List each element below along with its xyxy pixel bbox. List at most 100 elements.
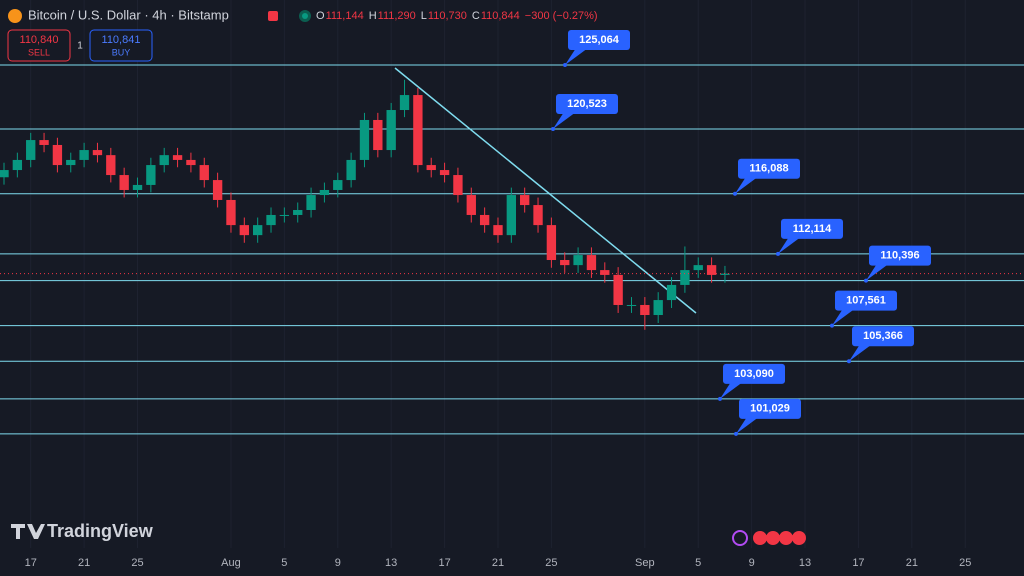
- ohlc-key: H: [369, 10, 377, 22]
- candles: [0, 79, 1024, 330]
- candle-body: [359, 119, 370, 160]
- candle-body: [106, 155, 116, 176]
- event-icon[interactable]: [753, 531, 767, 545]
- candle-body: [466, 195, 476, 215]
- level-label-box: [738, 158, 800, 179]
- candle-body: [506, 195, 517, 236]
- trend-line: [394, 67, 697, 314]
- level-callout: [553, 111, 576, 129]
- candle-body: [293, 210, 303, 215]
- spread: 1: [77, 41, 83, 52]
- candle-body: [453, 175, 463, 196]
- candle-body: [266, 214, 276, 226]
- event-icons[interactable]: [732, 530, 806, 546]
- level-label: 107,561: [846, 294, 886, 306]
- level-anchor: [734, 431, 738, 436]
- candle-body: [573, 255, 583, 266]
- level-callout: [866, 263, 889, 281]
- candle-body: [720, 273, 730, 275]
- candle-body: [146, 165, 156, 185]
- candle-body: [92, 150, 103, 156]
- candle-body: [159, 155, 169, 166]
- level-label-box: [723, 363, 785, 384]
- level-anchor: [776, 251, 780, 256]
- level-anchor: [718, 396, 722, 401]
- candle-body: [693, 265, 703, 271]
- candle-body: [493, 225, 503, 236]
- candle-body: [226, 199, 236, 226]
- level-label: 110,396: [880, 250, 919, 262]
- level-anchor: [563, 63, 567, 68]
- x-tick-label: 25: [959, 557, 971, 569]
- candle-body: [172, 155, 183, 160]
- x-tick-label: 25: [545, 557, 557, 569]
- buy-label: BUY: [112, 47, 131, 57]
- level-anchor: [830, 323, 834, 328]
- candle-body: [373, 119, 383, 151]
- candle-body: [626, 304, 637, 306]
- candle-body: [653, 300, 663, 316]
- candle-body: [212, 180, 223, 200]
- ohlc: O 111,144 H 111,290 L 110,730 C 110,844 −300 (−0…: [316, 10, 598, 22]
- ohlc-key: C: [472, 10, 480, 22]
- ohlc-value: 110,730: [428, 10, 467, 22]
- candle-body: [520, 195, 530, 206]
- candle-body: [533, 205, 543, 226]
- level-label: 103,090: [734, 368, 774, 380]
- candle-body: [79, 150, 89, 160]
- buy-button[interactable]: [89, 29, 153, 62]
- symbol: Bitcoin / U.S. Dollar · 4h · Bitstamp: [28, 7, 229, 22]
- levels: [0, 64, 1024, 435]
- ohlc-value: 111,144: [326, 10, 364, 22]
- flag-icon: [268, 11, 278, 21]
- x-tick-label: 17: [852, 557, 864, 569]
- event-icon[interactable]: [792, 531, 806, 545]
- logo-text: TradingView: [47, 521, 154, 541]
- change: −300 (−0.27%): [525, 10, 598, 22]
- candle-body: [252, 225, 263, 236]
- candle-body: [52, 144, 63, 166]
- logo-icon: [11, 524, 45, 539]
- candle-body: [346, 159, 356, 181]
- level-callout: [565, 48, 588, 66]
- x-tick-label: 9: [749, 557, 755, 569]
- x-axis: 17 21 25 Aug 5 9 13 17 21 25 Sep 5 9 13 17 21 25: [25, 557, 972, 569]
- x-tick-label: 21: [78, 557, 90, 569]
- candle-body: [413, 95, 423, 166]
- level-labels: 125,064 120,523 116,088 112,114 110,396 107,5…: [551, 30, 931, 436]
- event-icon[interactable]: [732, 530, 748, 546]
- candle-body: [560, 260, 570, 266]
- level-callout: [735, 176, 758, 194]
- candle-body: [706, 265, 717, 275]
- level-label-box: [556, 93, 618, 114]
- candle-body: [586, 255, 597, 271]
- candle-body: [546, 225, 557, 261]
- level-label-box: [869, 245, 931, 266]
- level-label: 125,064: [579, 34, 620, 46]
- x-tick-label: 5: [281, 557, 287, 569]
- level-label-box: [739, 398, 801, 419]
- candle-body: [12, 159, 23, 171]
- x-tick-label: 9: [335, 557, 341, 569]
- candle-body: [666, 284, 677, 301]
- x-tick-label: 13: [385, 557, 397, 569]
- level-callout: [720, 381, 743, 399]
- x-tick-label: 5: [695, 557, 701, 569]
- sell-button[interactable]: [7, 29, 71, 62]
- x-tick-label: 17: [438, 557, 450, 569]
- level-anchor: [847, 359, 851, 364]
- level-callout: [832, 308, 855, 326]
- candle-body: [119, 175, 129, 190]
- coin-icon: [8, 9, 22, 23]
- event-icon[interactable]: [766, 531, 780, 545]
- level-callout: [849, 344, 872, 362]
- ohlc-value: 111,290: [378, 10, 416, 22]
- candle-body: [600, 270, 610, 275]
- level-anchor: [551, 126, 555, 131]
- event-icon[interactable]: [779, 531, 793, 545]
- candle-body: [319, 189, 330, 196]
- candle-body: [279, 214, 290, 216]
- candle-body: [426, 165, 436, 171]
